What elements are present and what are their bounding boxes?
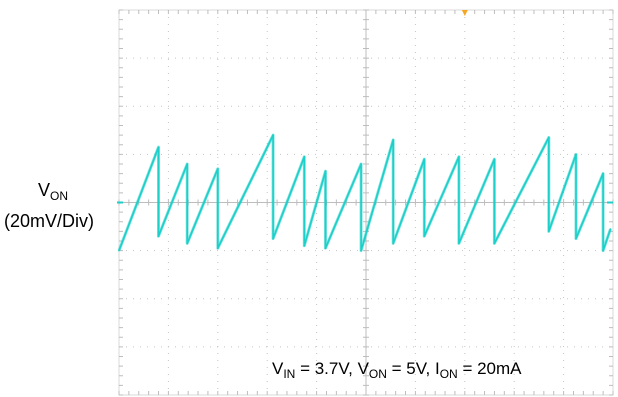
waveform-point [217, 168, 219, 170]
waveform-trace [118, 134, 612, 252]
waveform-point [157, 235, 160, 237]
y-axis-scale-label: (20mV/Div) [4, 211, 94, 232]
caption-ion-sub: ON [439, 367, 458, 381]
caption-ion-value: = 20mA [457, 359, 522, 378]
test-conditions-caption: VIN = 3.7V, VON = 5V, ION = 20mA [272, 359, 522, 381]
waveform-point [303, 156, 306, 158]
waveform-point [360, 249, 362, 252]
caption-vin-symbol: V [272, 359, 284, 378]
waveform-point [157, 146, 160, 148]
caption-vin-sub: IN [283, 367, 296, 381]
waveform-point [548, 230, 550, 233]
waveform-point [324, 247, 327, 249]
waveform-point [423, 235, 426, 237]
waveform-point [272, 134, 274, 136]
waveform-point [303, 245, 306, 247]
waveform-point [609, 228, 612, 230]
waveform-point [458, 242, 460, 245]
waveform-point [423, 158, 426, 160]
waveform-point [602, 249, 604, 252]
caption-ion-symbol: I [434, 359, 440, 378]
waveform-point [392, 242, 395, 245]
waveform-point [575, 153, 577, 156]
waveform-point [493, 158, 496, 160]
y-label-subscript: ON [50, 189, 69, 203]
waveform-point [493, 242, 496, 245]
waveform-point [217, 247, 219, 249]
waveform-point [324, 170, 327, 172]
trigger-position-marker [461, 10, 468, 16]
waveform-point [458, 156, 460, 158]
waveform-point [602, 172, 604, 175]
caption-von-sub: ON [368, 367, 387, 381]
waveform-point [272, 237, 274, 240]
y-label-symbol: V [38, 180, 51, 200]
y-axis-label: VON [38, 180, 68, 203]
waveform-point [186, 163, 188, 165]
waveform-point [118, 249, 120, 252]
caption-vin-value: = 3.7V, [295, 359, 358, 378]
caption-von-symbol: V [357, 359, 369, 378]
caption-von-value: = 5V, [386, 359, 435, 378]
waveform-point [186, 242, 188, 245]
waveform-point [392, 139, 395, 141]
y-scale-text: (20mV/Div) [4, 211, 95, 231]
waveform-point [575, 237, 577, 240]
waveform-point [548, 136, 550, 139]
waveform-point [360, 163, 362, 165]
